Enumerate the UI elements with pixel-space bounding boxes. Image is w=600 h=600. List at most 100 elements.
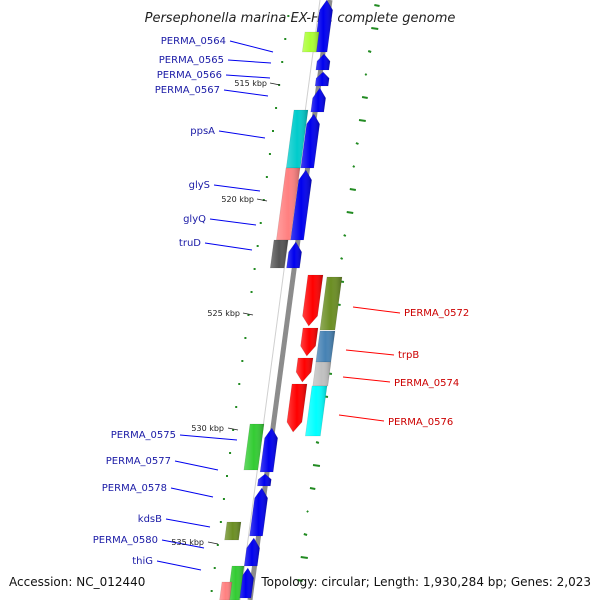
gc-tick-right-189 (349, 188, 357, 191)
gc-tick-right-51 (367, 50, 372, 53)
gene-label-perma-0575[interactable]: PERMA_0575 (111, 430, 176, 441)
leader-forward-1 (227, 59, 272, 64)
leader-forward-7 (204, 242, 253, 251)
cds-forward-9 (249, 487, 268, 537)
gene-label-perma-0565[interactable]: PERMA_0565 (159, 55, 224, 66)
leader-forward-2 (225, 74, 271, 79)
gene-label-glyQ[interactable]: glyQ (183, 214, 206, 225)
gene-block-perma_0564 (301, 31, 320, 53)
cds-forward-7 (259, 427, 278, 473)
gene-block-glys-shade (276, 168, 300, 240)
cds-reverse-1-shade (300, 328, 318, 356)
gene-block-kdsb (224, 521, 242, 541)
cds-reverse-2-shade (296, 358, 313, 382)
gc-tick-right-143 (355, 142, 359, 145)
cds-reverse-2 (295, 357, 314, 383)
cds-forward-0-shade (314, 0, 333, 52)
leader-reverse-2 (342, 376, 391, 383)
gene-label-ppsA[interactable]: ppsA (190, 126, 215, 137)
cds-forward-10-shade (244, 538, 260, 566)
gc-tick-right-580 (297, 579, 303, 582)
leader-forward-12 (161, 539, 205, 549)
gc-tick-right-74 (364, 73, 368, 76)
cds-forward-8-shade (257, 474, 272, 486)
gene-block-perma_0576-shade (305, 386, 327, 436)
gene-label-perma-0580[interactable]: PERMA_0580 (93, 535, 158, 546)
cds-forward-9-shade (249, 488, 268, 536)
gc-tick-right-534 (303, 533, 308, 536)
leader-reverse-3 (338, 414, 385, 422)
cds-forward-5 (290, 169, 312, 241)
gene-block-ppsa-shade (286, 110, 308, 168)
gene-label-perma-0564[interactable]: PERMA_0564 (161, 36, 226, 47)
gene-block-perma_0574-shade (312, 362, 331, 386)
gene-label-perma-0566[interactable]: PERMA_0566 (157, 70, 222, 81)
cds-forward-7-shade (260, 428, 278, 472)
gene-block-partial-0575-shade (227, 566, 244, 600)
gene-label-trpB[interactable]: trpB (398, 350, 419, 361)
gene-label-glyS[interactable]: glyS (189, 180, 210, 191)
leader-reverse-0 (352, 306, 401, 314)
gc-tick-right-166 (352, 165, 356, 168)
gc-tick-right-465 (312, 464, 321, 467)
leader-forward-11 (165, 518, 211, 528)
cds-forward-6 (286, 241, 302, 269)
cds-forward-2-shade (315, 72, 330, 86)
gene-block-trud (269, 239, 289, 269)
kbp-label-530: 530 kbp (191, 424, 224, 433)
gc-tick-right-488 (309, 487, 316, 490)
map-title: Persephonella marina EX-H1, complete gen… (145, 11, 456, 26)
kbp-label-515: 515 kbp (234, 79, 267, 88)
gene-label-perma-0572[interactable]: PERMA_0572 (404, 308, 469, 319)
leader-forward-13 (156, 560, 202, 571)
gc-tick-right-511 (306, 510, 309, 513)
cds-reverse-3-shade (286, 384, 307, 432)
leader-forward-5 (213, 184, 261, 192)
gene-block-partial-pink-shade (219, 582, 232, 600)
gene-label-perma-0577[interactable]: PERMA_0577 (106, 456, 171, 467)
kbp-label-535: 535 kbp (171, 538, 204, 547)
gene-block-trud-shade (270, 240, 288, 268)
leader-forward-6 (209, 218, 257, 226)
forward-gene-labels: PERMA_0564 PERMA_0565 PERMA_0566 PERMA_0… (93, 36, 226, 567)
gene-block-perma_0564-shade (302, 32, 319, 52)
gene-block-perma_0575-shade (243, 424, 264, 470)
kbp-tick-0 (269, 82, 281, 86)
cds-forward-5-shade (290, 170, 312, 240)
gene-track (219, 0, 343, 600)
gc-tick-right-235 (343, 234, 347, 237)
gene-block-perma_0574 (312, 361, 332, 387)
gene-label-perma-0578[interactable]: PERMA_0578 (102, 483, 167, 494)
kbp-label-525: 525 kbp (207, 309, 240, 318)
cds-forward-3 (310, 87, 326, 113)
topology-text: Topology: circular; Length: 1,930,284 bp… (260, 575, 591, 589)
kbp-tick-1 (256, 198, 268, 202)
cds-forward-11-shade (238, 568, 254, 598)
cds-reverse-0 (302, 274, 324, 327)
gene-label-perma-0576[interactable]: PERMA_0576 (388, 417, 453, 428)
accession-text: Accession: NC_012440 (9, 575, 145, 589)
gene-label-perma-0574[interactable]: PERMA_0574 (394, 378, 459, 389)
gc-tick-right-28 (371, 27, 379, 30)
cds-forward-8 (257, 473, 272, 487)
gene-block-partial-pink (219, 581, 233, 600)
cds-forward-6-shade (286, 242, 302, 268)
gc-tick-right-120 (358, 119, 366, 122)
gene-block-trpb (315, 330, 336, 363)
gene-block-perma_0576 (304, 385, 328, 437)
gc-tick-right-258 (340, 257, 344, 260)
leader-forward-0 (229, 40, 274, 53)
leader-forward-9 (174, 460, 219, 471)
gene-label-truD[interactable]: truD (179, 238, 201, 249)
reverse-gene-labels: PERMA_0572 trpB PERMA_0574 PERMA_0576 (388, 308, 469, 428)
gene-block-perma_0572 (319, 276, 343, 331)
cds-forward-2 (314, 71, 330, 87)
gene-label-perma-0567[interactable]: PERMA_0567 (155, 85, 220, 96)
cds-forward-1 (315, 53, 331, 71)
cds-forward-1-shade (315, 54, 331, 70)
gene-block-kdsb-shade (224, 522, 241, 540)
gene-label-thiG[interactable]: thiG (132, 556, 153, 567)
leader-forward-3 (223, 89, 269, 97)
gene-label-kdsB[interactable]: kdsB (138, 514, 162, 525)
